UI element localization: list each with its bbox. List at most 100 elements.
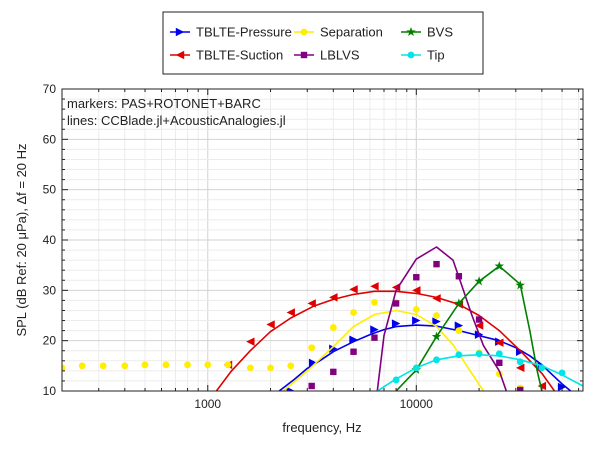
x-tick-label: 1000 (194, 397, 221, 411)
data-point-tip (558, 369, 566, 377)
series-line-tblte-suction (215, 290, 556, 391)
y-tick-label: 70 (43, 82, 57, 96)
y-tick-label: 20 (43, 334, 57, 348)
legend-frame (162, 11, 484, 75)
legend-label: TBLTE-Pressure (196, 25, 292, 40)
y-tick-label: 50 (43, 183, 57, 197)
data-point-lblvs (413, 274, 420, 281)
data-point-tblte-suction (266, 320, 275, 329)
series-lblvs (308, 246, 524, 391)
data-point-lblvs (455, 273, 463, 280)
data-point-lblvs (308, 382, 315, 390)
legend-item-tip: Tip (401, 48, 445, 63)
data-point-tblte-pressure (412, 316, 421, 325)
data-point-separation (267, 364, 274, 372)
annotation-line-1: markers: PAS+ROTONET+BARC (67, 96, 261, 111)
data-point-separation (204, 361, 212, 369)
data-point-tblte-pressure (370, 325, 379, 334)
legend-item-tblte-suction: TBLTE-Suction (170, 48, 283, 63)
data-point-tblte-pressure (454, 321, 464, 330)
legend-item-separation: Separation (294, 25, 383, 40)
data-point-lblvs (350, 348, 357, 355)
legend-item-lblvs: LBLVS (294, 48, 360, 63)
legend-label: TBLTE-Suction (196, 48, 283, 63)
data-point-separation (455, 327, 463, 334)
y-axis-label: SPL (dB Ref: 20 μPa), Δf = 20 Hz (14, 143, 29, 336)
data-point-tblte-suction (516, 363, 525, 373)
data-point-separation (287, 362, 295, 370)
series-line-tblte-pressure (278, 324, 572, 391)
data-point-tblte-suction (474, 321, 484, 330)
data-point-tblte-suction (495, 338, 504, 347)
annotation-line-2: lines: CCBlade.jl+AcousticAnalogies.jl (67, 113, 286, 128)
legend-swatch-marker (406, 27, 416, 37)
data-point-tip (495, 350, 503, 358)
data-point-separation (162, 361, 170, 369)
data-point-separation (308, 344, 316, 352)
data-point-tblte-suction (537, 381, 547, 391)
legend-item-tblte-pressure: TBLTE-Pressure (170, 25, 292, 40)
data-point-lblvs (330, 368, 337, 376)
series-line-bvs (395, 265, 543, 391)
data-point-lblvs (392, 300, 400, 307)
data-point-tblte-suction (307, 299, 316, 308)
y-tick-label: 10 (43, 384, 57, 398)
series-layer (62, 246, 583, 391)
data-point-lblvs (517, 386, 524, 391)
data-point-separation (62, 364, 66, 372)
legend-label: Separation (320, 25, 383, 40)
data-point-separation (246, 364, 254, 372)
data-point-tblte-suction (412, 286, 421, 295)
data-point-tblte-suction (349, 285, 358, 294)
data-point-bvs (431, 331, 442, 341)
data-point-separation (350, 309, 357, 316)
data-point-separation (412, 306, 420, 313)
data-point-separation (433, 312, 440, 319)
data-point-separation (121, 362, 129, 370)
data-point-tip (455, 351, 463, 359)
data-point-tblte-suction (246, 337, 255, 346)
legend-swatch-marker (407, 51, 415, 59)
data-point-tblte-pressure (349, 335, 358, 344)
y-tick-label: 60 (43, 132, 57, 146)
data-point-separation (78, 362, 86, 370)
data-point-tblte-pressure (432, 317, 441, 326)
data-point-lblvs (496, 359, 503, 367)
data-point-separation (371, 299, 378, 306)
data-point-tblte-pressure (329, 344, 338, 353)
legend: TBLTE-Pressure Separation BVS TBLTE-Suction… (162, 11, 484, 75)
x-axis-label: frequency, Hz (282, 420, 361, 435)
data-point-bvs (494, 261, 505, 271)
data-point-separation (184, 361, 191, 369)
data-point-tblte-suction (391, 283, 401, 292)
legend-swatch-marker (300, 51, 308, 59)
legend-label: LBLVS (320, 48, 360, 63)
grid (61, 88, 583, 392)
legend-swatch-marker (300, 28, 308, 36)
series-tip (376, 350, 583, 391)
data-point-tblte-suction (370, 282, 379, 291)
data-point-lblvs (371, 334, 378, 341)
data-point-tblte-pressure (286, 386, 295, 391)
data-point-tip (392, 376, 400, 384)
data-point-tip (433, 356, 440, 364)
data-point-separation (141, 361, 149, 369)
data-point-tblte-pressure (391, 319, 401, 328)
data-point-separation (329, 324, 337, 331)
legend-label: BVS (427, 25, 453, 40)
legend-item-bvs: BVS (401, 25, 453, 40)
x-tick-label: 10000 (400, 397, 434, 411)
data-point-separation (224, 361, 232, 369)
ticks: 1000 10000 10 20 30 40 50 60 70 (43, 82, 583, 411)
data-point-tblte-suction (432, 294, 441, 303)
y-tick-label: 40 (43, 233, 57, 247)
legend-label: Tip (427, 48, 445, 63)
data-point-bvs (474, 276, 484, 286)
legend-swatch-marker (175, 50, 185, 60)
data-point-lblvs (475, 316, 483, 323)
data-point-tip (538, 364, 546, 372)
data-point-tip (475, 350, 483, 358)
y-tick-label: 30 (43, 283, 57, 297)
